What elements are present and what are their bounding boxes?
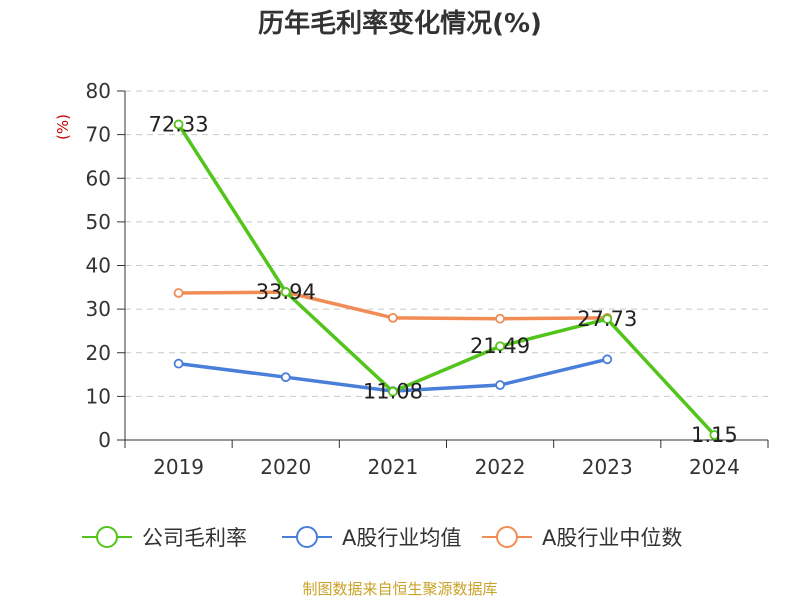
y-tick-label: 40 <box>86 254 111 278</box>
x-tick-label: 2024 <box>689 455 740 479</box>
data-label: 27.73 <box>577 307 637 331</box>
data-point <box>602 314 613 324</box>
y-tick-label: 50 <box>86 210 111 234</box>
chart-title: 历年毛利率变化情况(%) <box>258 8 542 39</box>
y-tick-label: 10 <box>86 384 111 408</box>
data-labels: 72.33 33.94 11.08 21.49 27.73 1.15 <box>149 112 738 447</box>
x-tick-label: 2021 <box>367 455 418 479</box>
legend-marker <box>496 526 518 548</box>
data-label: 1.15 <box>691 423 738 447</box>
x-tick-label: 2020 <box>260 455 311 479</box>
y-tick-label: 60 <box>86 166 111 190</box>
data-point <box>388 386 398 397</box>
y-tick-label: 80 <box>86 79 111 103</box>
data-point <box>495 313 505 324</box>
legend-marker <box>96 526 118 548</box>
y-tick-label: 70 <box>86 123 111 147</box>
legend: 公司毛利率 A股行业均值 A股行业中位数 <box>82 526 682 550</box>
data-point <box>173 358 184 369</box>
data-label: 72.33 <box>149 112 209 136</box>
legend-label: A股行业均值 <box>342 526 461 550</box>
source-note: 制图数据来自恒生聚源数据库 <box>302 580 497 598</box>
series-lines <box>173 119 720 440</box>
data-point <box>388 312 398 323</box>
x-tick-label: 2019 <box>153 455 204 479</box>
series-line <box>176 122 717 437</box>
data-label: 33.94 <box>256 280 316 304</box>
data-point <box>280 372 291 383</box>
gridlines <box>125 90 768 397</box>
y-tick-label: 0 <box>98 428 111 452</box>
data-label: 11.08 <box>363 380 423 404</box>
legend-marker <box>296 526 318 548</box>
y-tick-label: 20 <box>86 341 111 365</box>
y-tick-label: 30 <box>86 297 111 321</box>
x-tick-label: 2023 <box>582 455 633 479</box>
data-point <box>602 354 613 365</box>
data-point <box>495 380 505 390</box>
axes: 0 10 20 30 40 50 60 70 80 2019 2020 2021 2022 2023 202… <box>86 79 769 479</box>
x-tick-label: 2022 <box>475 455 526 479</box>
data-point <box>495 341 505 352</box>
y-axis-unit-label: (%) <box>54 114 72 140</box>
data-point <box>709 430 720 440</box>
data-label: 21.49 <box>470 334 530 358</box>
legend-label: A股行业中位数 <box>542 526 682 550</box>
legend-label: 公司毛利率 <box>142 526 247 550</box>
data-point <box>280 287 291 297</box>
data-point <box>173 119 184 130</box>
data-point <box>173 288 184 298</box>
